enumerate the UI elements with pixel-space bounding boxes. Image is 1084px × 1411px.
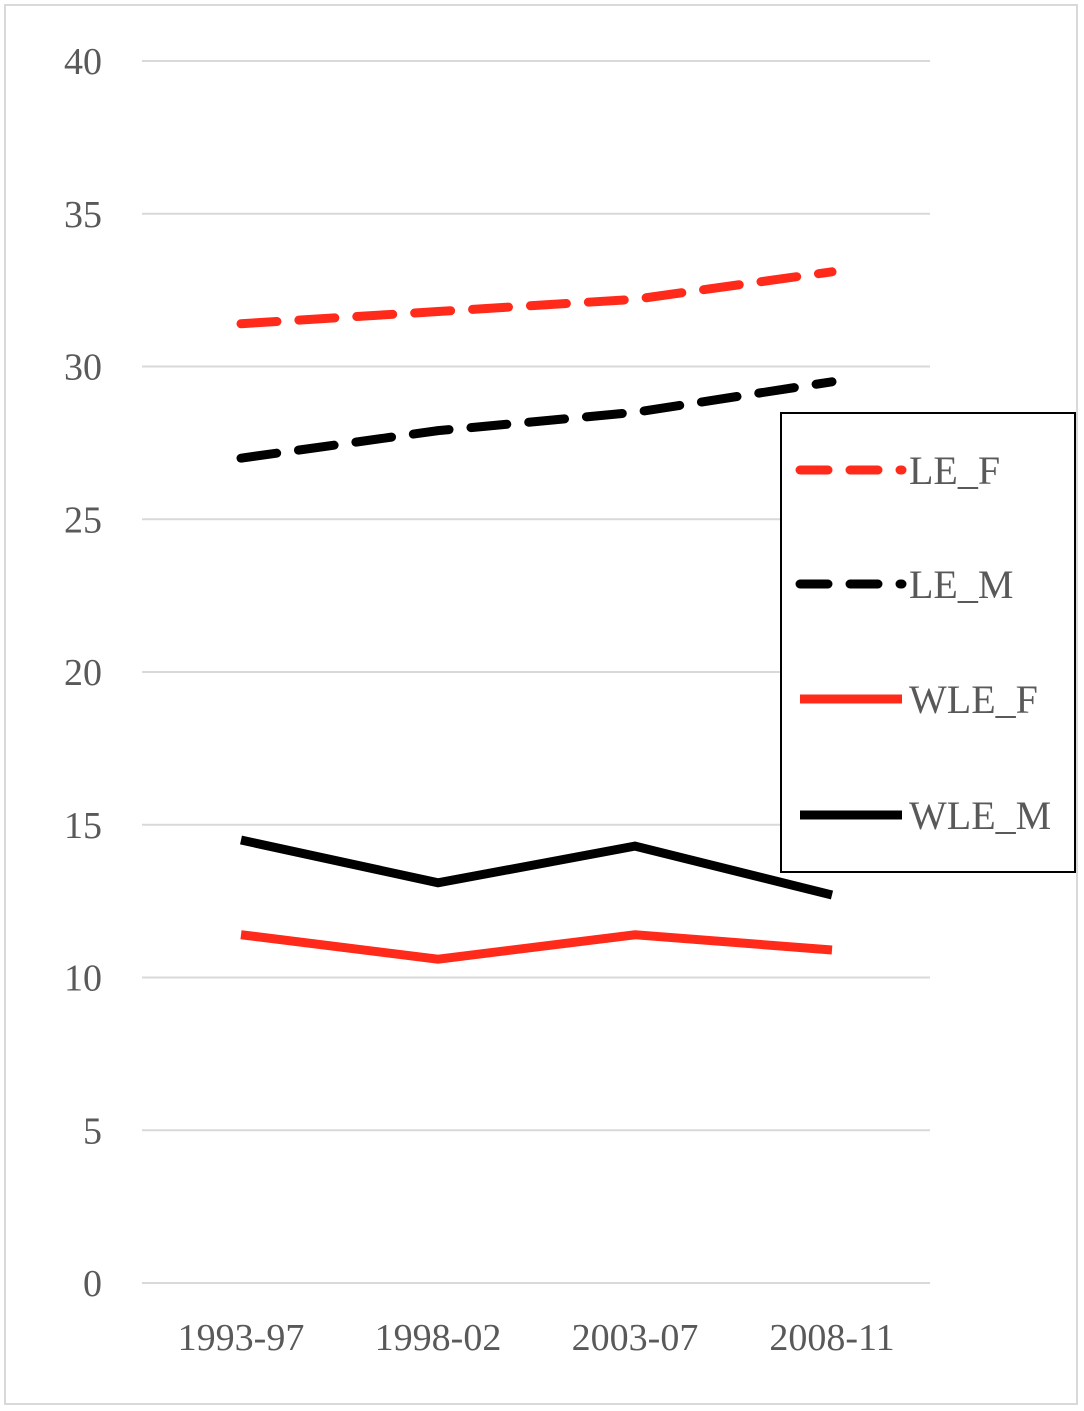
series-line-wle-m xyxy=(240,835,834,900)
y-tick-label: 20 xyxy=(64,652,102,694)
x-axis-tick-labels: 1993-97 1998-02 2003-07 2008-11 xyxy=(178,1317,895,1359)
y-axis-tick-labels: 0 5 10 15 20 25 30 35 40 xyxy=(64,41,102,1305)
legend-item-wle-f: WLE_F xyxy=(800,677,1038,722)
legend-box xyxy=(780,412,1076,873)
series-line-wle-f xyxy=(240,930,833,964)
legend-item-le-f: LE_F xyxy=(795,448,1000,493)
series-lines xyxy=(236,267,837,964)
legend-item-wle-m: WLE_M xyxy=(800,793,1051,838)
x-tick-label: 1993-97 xyxy=(178,1317,305,1359)
y-tick-label: 0 xyxy=(83,1263,102,1305)
y-tick-label: 40 xyxy=(64,41,102,83)
y-tick-label: 15 xyxy=(64,805,102,847)
y-tick-label: 30 xyxy=(64,347,102,389)
legend-label: LE_M xyxy=(909,562,1013,607)
legend-label: WLE_F xyxy=(909,677,1038,722)
x-tick-label: 2008-11 xyxy=(769,1317,894,1359)
x-tick-label: 1998-02 xyxy=(375,1317,502,1359)
legend-item-le-m: LE_M xyxy=(795,562,1013,607)
legend-label: LE_F xyxy=(909,448,1000,493)
y-tick-label: 35 xyxy=(64,194,102,236)
legend-label: WLE_M xyxy=(909,793,1051,838)
series-line-le-m xyxy=(236,377,837,463)
y-tick-label: 25 xyxy=(64,499,102,541)
y-tick-label: 5 xyxy=(83,1110,102,1152)
series-line-le-f xyxy=(236,267,837,329)
y-tick-label: 10 xyxy=(64,958,102,1000)
legend: LE_F LE_M WLE_F WLE_M xyxy=(780,412,1076,873)
x-tick-label: 2003-07 xyxy=(572,1317,699,1359)
